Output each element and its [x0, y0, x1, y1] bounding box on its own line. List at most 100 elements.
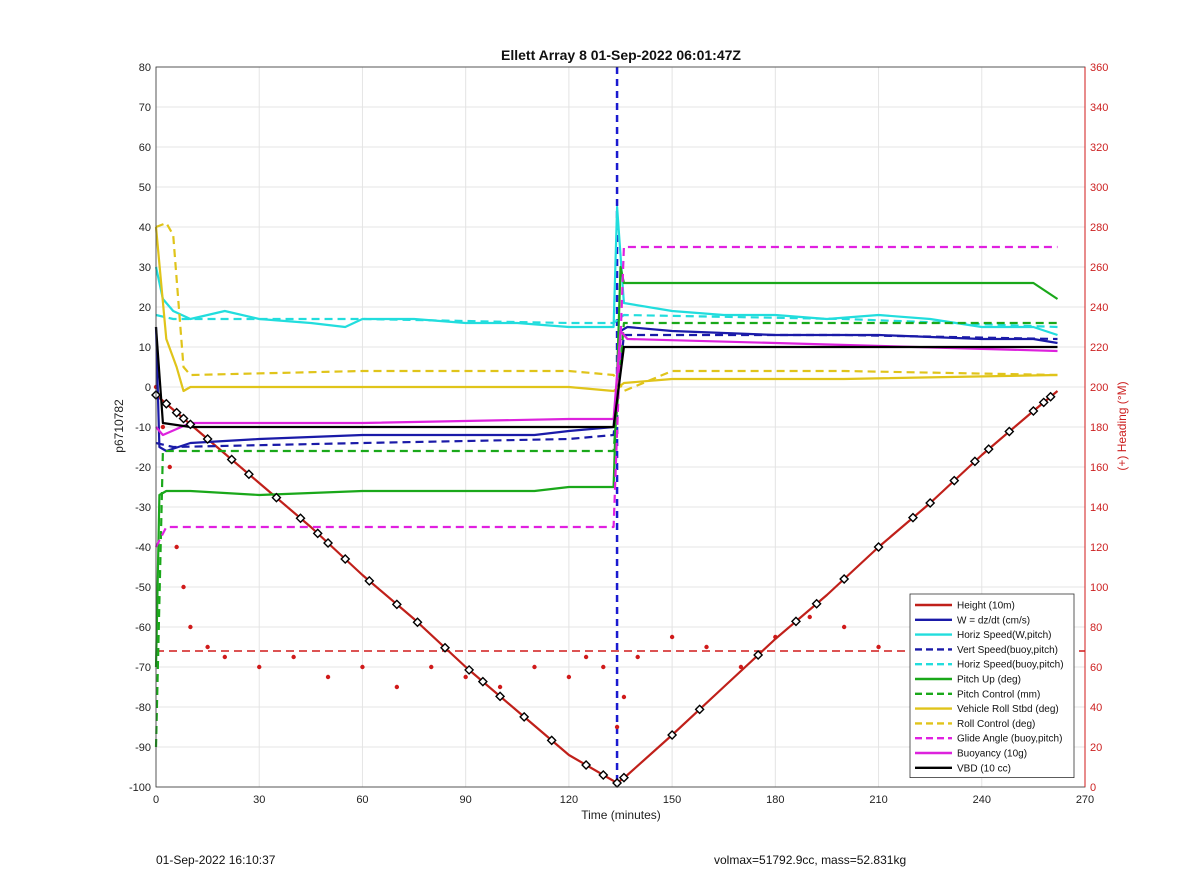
series-5 — [154, 265, 1059, 668]
heading-dot — [188, 624, 193, 630]
series-1 — [154, 325, 1058, 453]
height-marker — [178, 413, 189, 424]
heading-dot — [325, 674, 331, 680]
y2-tick-6: 120 — [1090, 542, 1108, 554]
y2-tick-3: 60 — [1090, 662, 1102, 674]
heading-dot — [167, 464, 172, 470]
heading-dot — [704, 644, 709, 650]
heading-dot — [429, 664, 434, 670]
height-marker — [1028, 406, 1039, 416]
height-marker — [983, 444, 994, 455]
legend-label-2: Horiz Speed(W,pitch) — [957, 630, 1051, 641]
y2-tick-7: 140 — [1090, 502, 1108, 514]
y-tick-9: -10 — [135, 422, 151, 434]
x-tick-4: 120 — [560, 794, 578, 806]
legend-label-8: Roll Control (deg) — [957, 719, 1035, 730]
height-marker — [464, 664, 475, 675]
legend-label-0: Height (10m) — [957, 601, 1015, 612]
height-marker — [323, 538, 334, 548]
y-tick-14: 40 — [139, 222, 151, 234]
heading-dot — [174, 544, 179, 550]
x-tick-labels: 0 30 60 90 120 150 180 210 240 270 — [153, 794, 1094, 806]
x-axis-label: Time (minutes) — [581, 808, 661, 822]
heading-dot — [738, 664, 744, 670]
series-10 — [155, 329, 1058, 437]
y2-tick-15: 300 — [1090, 182, 1108, 194]
x-tick-9: 270 — [1076, 794, 1094, 806]
y2-tick-4: 80 — [1090, 622, 1102, 634]
height-marker — [477, 676, 488, 687]
series-3 — [155, 333, 1058, 449]
height-marker — [243, 469, 254, 480]
height-marker — [618, 772, 629, 783]
legend-label-7: Vehicle Roll Stbd (deg) — [957, 704, 1059, 715]
footer-volmax-mass: volmax=51792.9cc, mass=52.831kg — [714, 853, 907, 867]
heading-dot — [291, 654, 296, 660]
heading-dot — [583, 654, 589, 660]
height-marker — [295, 513, 306, 524]
height-marker — [598, 770, 609, 780]
legend-label-9: Glide Angle (buoy,pitch) — [957, 734, 1062, 745]
y2-axis-label: (+) Heading (°M) — [1115, 381, 1129, 470]
x-tick-1: 30 — [253, 794, 265, 806]
y-tick-12: 20 — [139, 302, 151, 314]
y2-tick-17: 340 — [1090, 102, 1108, 114]
y-tick-1: -90 — [135, 742, 151, 754]
y-tick-2: -80 — [135, 702, 151, 714]
height-marker — [412, 617, 423, 628]
legend-label-11: VBD (10 cc) — [957, 763, 1011, 774]
y2-tick-2: 40 — [1090, 702, 1102, 714]
y2-tick-8: 160 — [1090, 462, 1108, 474]
x-tick-6: 180 — [766, 794, 784, 806]
height-marker — [873, 542, 884, 552]
y2-tick-11: 220 — [1090, 342, 1108, 354]
heading-dot — [566, 674, 572, 680]
heading-dot — [635, 654, 640, 660]
series-7 — [154, 226, 1058, 393]
heading-dot — [257, 664, 262, 670]
y2-tick-9: 180 — [1090, 422, 1108, 434]
series-11 — [154, 326, 1058, 429]
x-tick-3: 90 — [460, 794, 472, 806]
height-marker — [364, 575, 375, 586]
y-tick-17: 70 — [139, 102, 151, 114]
height-marker — [226, 454, 237, 465]
y-tick-0: -100 — [129, 782, 151, 794]
footer-timestamp: 01-Sep-2022 16:10:37 — [156, 853, 276, 867]
height-marker — [1038, 397, 1049, 408]
height-marker — [185, 419, 196, 430]
x-tick-0: 0 — [153, 794, 159, 806]
height-marker — [949, 475, 960, 486]
y-axis-label: p6710782 — [112, 399, 126, 453]
x-tick-7: 210 — [869, 794, 887, 806]
height-marker — [202, 434, 213, 444]
y2-tick-1: 20 — [1090, 742, 1102, 754]
y2-tick-10: 200 — [1090, 382, 1108, 394]
heading-dot — [669, 634, 675, 640]
height-marker — [161, 398, 172, 409]
legend-label-6: Pitch Control (mm) — [957, 689, 1040, 700]
heading-dot — [601, 664, 606, 670]
heading-dot — [807, 614, 812, 620]
legend-label-3: Vert Speed(buoy,pitch) — [957, 645, 1058, 656]
y-tick-5: -50 — [135, 582, 151, 594]
heading-dot — [181, 584, 186, 590]
heading-dot — [614, 724, 620, 730]
legend-label-1: W = dz/dt (cm/s) — [957, 615, 1030, 626]
y2-tick-0: 0 — [1090, 782, 1096, 794]
series-4 — [155, 313, 1058, 329]
y2-tick-12: 240 — [1090, 302, 1108, 314]
y2-tick-18: 360 — [1090, 62, 1108, 74]
height-marker — [546, 735, 557, 746]
height-marker — [1045, 391, 1056, 402]
heading-dot — [160, 424, 166, 430]
height-marker — [790, 616, 801, 627]
height-marker — [495, 691, 506, 702]
series-2 — [154, 205, 1058, 337]
x-tick-8: 240 — [973, 794, 991, 806]
height-marker — [811, 598, 822, 609]
heading-dot — [497, 684, 503, 690]
y-tick-6: -40 — [135, 542, 151, 554]
series-9 — [155, 245, 1058, 548]
